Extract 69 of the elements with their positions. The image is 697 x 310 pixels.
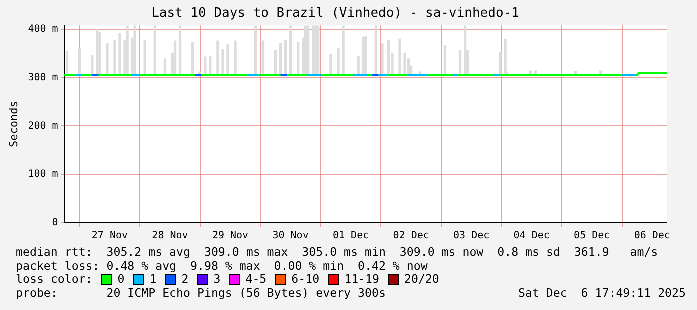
y-tick-label: 100 m xyxy=(28,169,58,180)
bar xyxy=(78,48,82,76)
x-tick-label: 06 Dec xyxy=(634,230,670,242)
chart-title: Last 10 Days to Brazil (Vinhedo) - sa-vinhedo-1 xyxy=(152,6,520,22)
y-tick-label: 0 xyxy=(52,218,58,229)
bar xyxy=(444,45,447,76)
bar xyxy=(178,26,182,76)
bar xyxy=(254,26,257,76)
bar xyxy=(317,26,320,76)
x-tick-label: 03 Dec xyxy=(454,230,490,242)
bar xyxy=(499,52,502,76)
bar xyxy=(296,42,300,76)
bar xyxy=(357,56,360,76)
x-tick-label: 02 Dec xyxy=(393,230,430,242)
x-tick-label: 05 Dec xyxy=(574,230,610,242)
bar xyxy=(262,40,264,76)
bar xyxy=(144,40,146,76)
legend-label: 1 xyxy=(150,272,157,286)
bar xyxy=(342,26,345,76)
bar xyxy=(234,40,237,76)
text: probe: 20 ICMP Echo Pings (56 Bytes) every 300s xyxy=(16,286,386,300)
bar xyxy=(304,26,308,76)
text: Sat Dec 6 17:49:11 2025 xyxy=(518,286,686,300)
bar xyxy=(374,26,378,76)
legend-label: 6-10 xyxy=(292,272,320,286)
legend-label: 11-19 xyxy=(344,272,380,286)
bar xyxy=(330,54,332,76)
bar xyxy=(134,26,136,76)
legend-label: 3 xyxy=(214,272,221,286)
bar xyxy=(118,33,122,76)
bar xyxy=(216,40,220,76)
bar xyxy=(126,26,129,76)
y-tick-label: 300 m xyxy=(28,72,58,84)
bar xyxy=(226,44,230,76)
bar xyxy=(404,52,406,76)
legend-label: 2 xyxy=(182,272,189,286)
x-tick-label: 28 Nov xyxy=(152,230,188,242)
bar xyxy=(222,49,224,76)
bar xyxy=(289,26,292,76)
bar xyxy=(98,32,102,76)
bar xyxy=(364,36,368,76)
bar xyxy=(381,44,384,76)
legend-title: loss color: xyxy=(16,272,93,286)
x-tick-label: 01 Dec xyxy=(332,230,370,242)
bar xyxy=(114,40,116,76)
y-tick-label: 400 m xyxy=(28,24,58,36)
bar xyxy=(337,48,340,76)
text: packet loss: 0.48 % avg 9.98 % max 0.00 % min 0.42 % now xyxy=(16,258,429,273)
y-tick-label: 200 m xyxy=(28,120,58,132)
bar xyxy=(398,38,402,76)
text: median rtt: 305.2 ms avg 309.0 ms max 305.0 ms min 309.0 ms now 0.8 ms sd 361.9 am/s xyxy=(16,245,660,260)
legend-label: 4-5 xyxy=(246,272,267,286)
y-axis-title: Seconds xyxy=(7,101,20,148)
x-tick-label: 29 Nov xyxy=(212,230,249,242)
bar xyxy=(154,26,156,76)
bar xyxy=(362,36,365,76)
x-tick-label: 27 Nov xyxy=(92,230,128,242)
bar xyxy=(106,44,109,76)
bar xyxy=(464,26,467,76)
bar xyxy=(192,42,194,76)
legend-label: 0 xyxy=(118,272,125,286)
bar xyxy=(96,30,99,76)
bar xyxy=(312,26,315,76)
bar xyxy=(307,26,310,76)
x-tick-label: 30 Nov xyxy=(272,230,309,242)
bar xyxy=(504,38,507,76)
legend-label: 20/20 xyxy=(404,272,440,286)
bar xyxy=(387,40,390,76)
x-tick-label: 04 Dec xyxy=(514,230,550,242)
